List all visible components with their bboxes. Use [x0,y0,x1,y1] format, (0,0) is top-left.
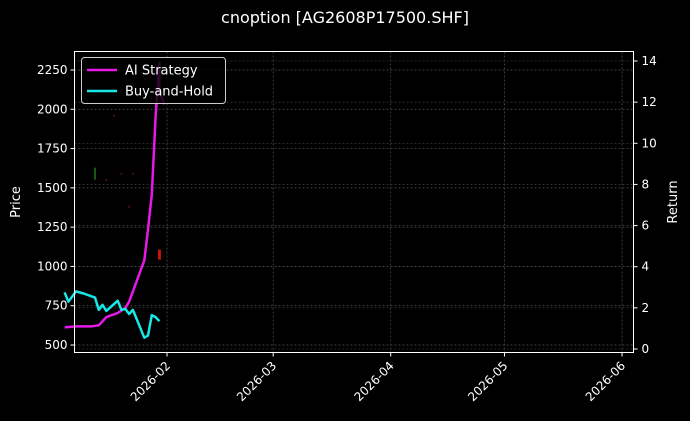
x-tick-label: 2026-06 [583,359,628,404]
series-lines [63,61,166,339]
y-left-tick-label: 1500 [37,181,68,195]
x-tick-label: 2026-04 [351,359,396,404]
y-right-tick-label: 8 [642,177,650,191]
legend-label: Buy-and-Hold [125,85,213,100]
x-tick-label: 2026-03 [234,359,279,404]
y-left-tick-label: 1250 [37,220,68,234]
y-right-tick-label: 12 [642,95,657,109]
y-left-tick-label: 2000 [37,102,68,116]
x-tick-label: 2026-05 [465,359,510,404]
legend-label: AI Strategy [125,64,198,79]
y-left-tick-label: 500 [45,338,68,352]
buy-and-hold-line [63,290,161,339]
trade-markers [94,114,161,260]
chart-title: cnoption [AG2608P17500.SHF] [221,8,469,27]
axis-ticks: 2026-02 2026-03 2026-04 2026-05 2026-06 500 75… [37,54,657,404]
axes-frame [74,51,634,353]
x-tick-label: 2026-02 [128,359,173,404]
y-right-tick-label: 0 [642,342,650,356]
y-left-tick-label: 1750 [37,142,68,156]
y-left-tick-label: 1000 [37,259,68,273]
legend: AI Strategy Buy-and-Hold [81,57,226,104]
y-left-tick-label: 2250 [37,63,68,77]
y-left-label: Price [9,186,24,218]
y-right-tick-label: 14 [642,54,657,68]
y-right-tick-label: 6 [642,219,650,233]
y-right-tick-label: 2 [642,301,650,315]
y-right-tick-label: 10 [642,136,657,150]
y-left-tick-label: 750 [45,299,68,313]
y-right-tick-label: 4 [642,260,650,274]
y-right-label: Return [666,180,681,223]
